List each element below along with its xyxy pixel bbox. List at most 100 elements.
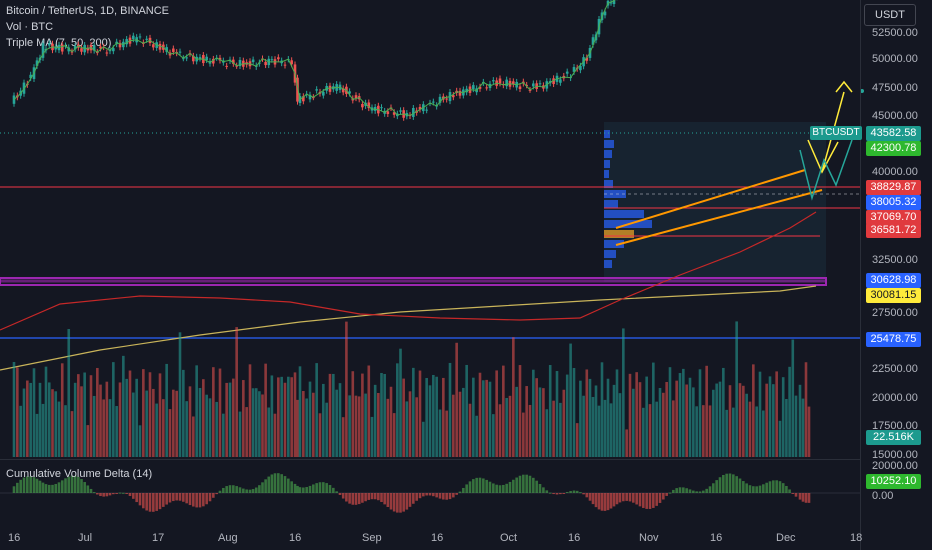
cvd-bar bbox=[192, 493, 195, 507]
cvd-bar bbox=[768, 481, 772, 493]
volume-bar bbox=[373, 384, 377, 457]
cvd-bar bbox=[308, 485, 312, 493]
volume-bar bbox=[185, 401, 188, 457]
cvd-bar bbox=[267, 476, 271, 493]
cvd-bar bbox=[325, 483, 328, 493]
cvd-bar bbox=[428, 493, 432, 496]
cvd-bar bbox=[185, 493, 188, 504]
cvd-bar bbox=[67, 476, 71, 493]
volume-bar bbox=[579, 380, 582, 457]
cvd-bar bbox=[548, 492, 552, 494]
candle-body bbox=[165, 47, 168, 52]
cvd-bar bbox=[638, 493, 642, 507]
volume-bar bbox=[668, 367, 672, 457]
cvd-bar bbox=[251, 489, 255, 493]
cvd-bar bbox=[132, 493, 135, 499]
volume-bar bbox=[175, 390, 178, 457]
cvd-bar bbox=[752, 486, 755, 493]
cvd-bar bbox=[128, 493, 132, 497]
candle-body bbox=[92, 45, 96, 51]
cvd-bar bbox=[332, 487, 335, 493]
cvd-bar bbox=[238, 487, 242, 493]
volume-bar bbox=[254, 388, 258, 457]
cvd-bar bbox=[712, 483, 715, 493]
cvd-bar bbox=[442, 493, 445, 500]
cvd-bar bbox=[468, 481, 472, 493]
volume-bar bbox=[396, 363, 399, 457]
cvd-bar bbox=[70, 475, 74, 493]
volume-indicator-label[interactable]: Vol · BTC bbox=[6, 21, 54, 33]
volume-bar bbox=[482, 380, 485, 457]
cvd-bar bbox=[606, 493, 610, 511]
volume-bar bbox=[585, 369, 589, 457]
volume-bar bbox=[325, 402, 328, 457]
candle-body bbox=[308, 94, 312, 100]
cvd-bar bbox=[345, 493, 348, 502]
cvd-bar bbox=[495, 484, 498, 493]
volume-bar bbox=[341, 417, 345, 457]
volume-bar bbox=[112, 362, 115, 457]
cvd-bar bbox=[755, 486, 758, 493]
candle-body bbox=[348, 91, 351, 94]
candle-body bbox=[270, 59, 274, 61]
candle-body bbox=[41, 43, 45, 58]
cvd-bar bbox=[465, 484, 468, 493]
cvd-bar bbox=[762, 484, 765, 493]
volume-profile-bar bbox=[604, 180, 613, 188]
cvd-bar bbox=[425, 493, 428, 496]
volume-bar bbox=[755, 406, 758, 457]
volume-bar bbox=[412, 367, 415, 457]
cvd-indicator-label[interactable]: Cumulative Volume Delta (14) bbox=[6, 468, 153, 480]
candle-body bbox=[367, 102, 371, 109]
cvd-bar bbox=[645, 493, 648, 509]
cvd-bar bbox=[588, 493, 592, 501]
volume-bar bbox=[44, 366, 48, 457]
cvd-bar bbox=[73, 475, 77, 493]
volume-bar bbox=[205, 394, 208, 457]
candle-body bbox=[264, 61, 267, 66]
cvd-bar bbox=[287, 478, 290, 493]
price-tick-label: 17500.00 bbox=[872, 420, 918, 432]
cvd-bar bbox=[280, 474, 283, 493]
volume-bar bbox=[505, 397, 508, 457]
candle-body bbox=[492, 80, 495, 82]
pane-divider[interactable] bbox=[0, 459, 860, 460]
volume-bar bbox=[67, 329, 71, 457]
volume-bar bbox=[102, 399, 105, 457]
volume-bar bbox=[492, 414, 495, 457]
cvd-bar bbox=[508, 481, 512, 493]
cvd-bar bbox=[569, 490, 572, 493]
cvd-bar bbox=[682, 487, 685, 493]
volume-bar bbox=[35, 413, 39, 457]
volume-bar bbox=[64, 405, 67, 457]
price-tick-label: 32500.00 bbox=[872, 254, 918, 266]
volume-bar bbox=[475, 415, 478, 457]
volume-bar bbox=[418, 370, 422, 457]
cvd-bar bbox=[422, 493, 425, 497]
volume-bar bbox=[765, 383, 768, 457]
cvd-bar bbox=[175, 493, 178, 501]
cvd-bar bbox=[57, 482, 61, 493]
symbol-title[interactable]: Bitcoin / TetherUS, 1D, BINANCE bbox=[6, 5, 170, 17]
cvd-bar bbox=[435, 493, 438, 498]
currency-selector[interactable]: USDT bbox=[864, 4, 916, 26]
volume-bar bbox=[308, 381, 312, 457]
volume-bar bbox=[565, 374, 569, 457]
candle-body bbox=[251, 59, 255, 63]
candle-body bbox=[172, 48, 175, 52]
cvd-bar bbox=[16, 482, 19, 493]
volume-bar bbox=[280, 376, 283, 457]
price-tick-label: 47500.00 bbox=[872, 82, 918, 94]
volume-bar bbox=[12, 362, 16, 457]
volume-bar bbox=[535, 378, 538, 457]
cvd-bar bbox=[502, 484, 505, 493]
projection-teal-path bbox=[799, 139, 853, 201]
volume-bar bbox=[380, 372, 383, 457]
candle-body bbox=[412, 107, 415, 117]
volume-bar bbox=[625, 429, 628, 457]
volume-bar bbox=[293, 372, 297, 457]
cvd-bar bbox=[364, 493, 367, 502]
projection-dot bbox=[860, 89, 864, 93]
cvd-bar bbox=[522, 474, 525, 493]
